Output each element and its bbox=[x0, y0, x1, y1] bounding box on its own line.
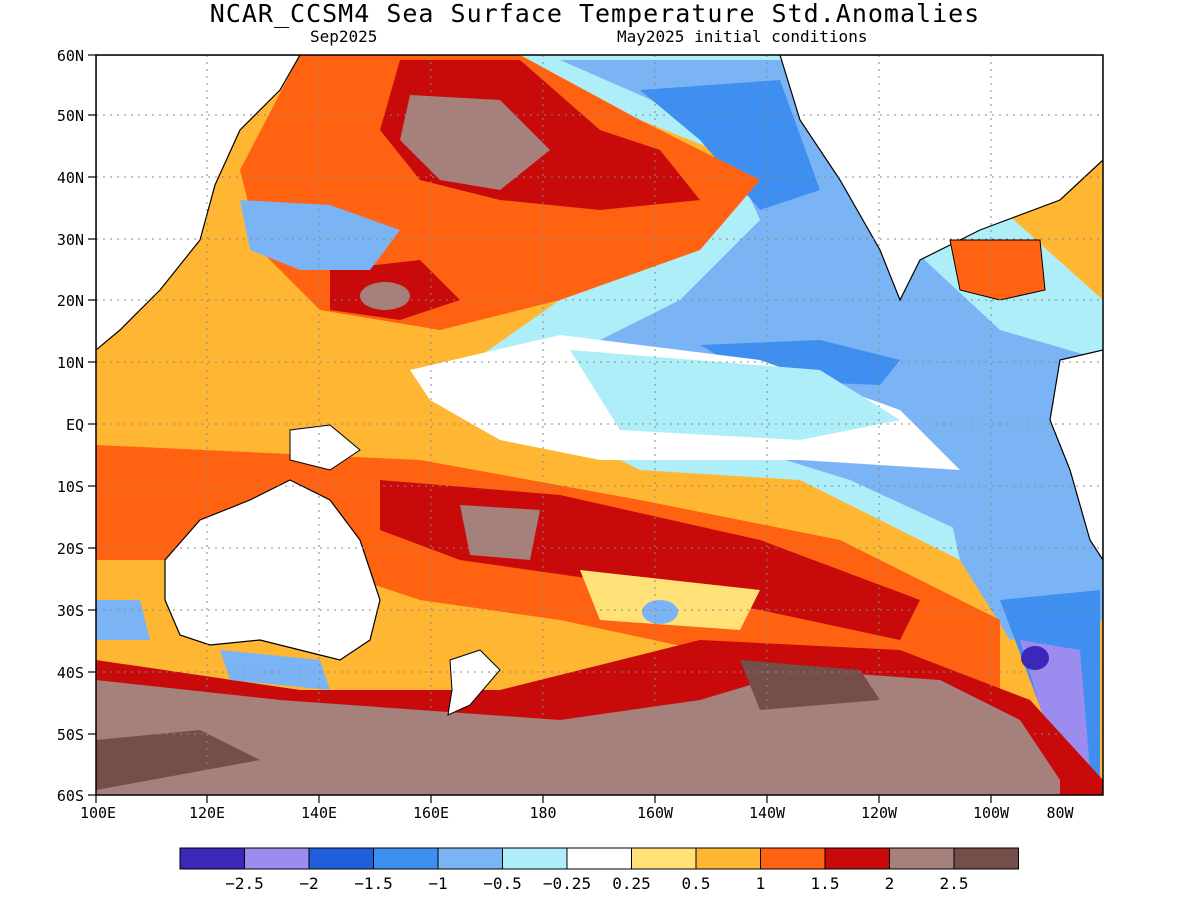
forecast-month: Sep2025 bbox=[310, 27, 378, 46]
lon-label: 80W bbox=[1046, 804, 1074, 822]
cool-patch-indian-ocean bbox=[96, 600, 150, 640]
lat-label: EQ bbox=[66, 416, 84, 434]
cool-tongue-equator bbox=[570, 350, 900, 440]
legend-swatch bbox=[502, 847, 568, 870]
cool-patch-south bbox=[642, 600, 678, 624]
north-america-landmass bbox=[779, 55, 1103, 302]
cool-patch-south-australia bbox=[220, 650, 330, 690]
legend-swatch bbox=[631, 847, 697, 870]
lat-label: 20N bbox=[57, 292, 84, 310]
new-zealand-landmass bbox=[447, 649, 501, 716]
legend-label: 1.5 bbox=[811, 874, 840, 893]
lon-label: 160E bbox=[413, 804, 449, 822]
legend-swatch bbox=[824, 847, 890, 870]
lat-label: 20S bbox=[57, 540, 84, 558]
cold-core-chile bbox=[1021, 646, 1049, 670]
longitude-labels: 100E 120E 140E 160E 180 160W 140W 120W 1… bbox=[80, 804, 1075, 822]
lat-label: 40S bbox=[57, 664, 84, 682]
lat-label: 10S bbox=[57, 478, 84, 496]
lon-label: 140E bbox=[301, 804, 337, 822]
legend-label: −2.5 bbox=[225, 874, 264, 893]
legend-label: −1 bbox=[428, 874, 447, 893]
legend-label: −1.5 bbox=[354, 874, 393, 893]
cool-patch-west bbox=[240, 200, 400, 270]
australia-landmass bbox=[164, 479, 381, 661]
legend-label: −0.25 bbox=[543, 874, 591, 893]
lon-label: 100E bbox=[80, 804, 116, 822]
strongest-warm-patch-sw bbox=[96, 730, 260, 790]
legend-swatch bbox=[953, 847, 1019, 870]
lon-label: 120E bbox=[189, 804, 225, 822]
cold-patch-chile bbox=[1020, 640, 1090, 770]
legend-swatch bbox=[308, 847, 374, 870]
extreme-warm-patch-subtropical bbox=[360, 282, 410, 310]
legend-swatch bbox=[244, 847, 310, 870]
legend-label: 2.5 bbox=[940, 874, 969, 893]
legend-label: 2 bbox=[885, 874, 895, 893]
map-frame bbox=[95, 54, 1104, 796]
legend-label: 0.25 bbox=[612, 874, 651, 893]
legend-swatch bbox=[437, 847, 503, 870]
lon-label: 140W bbox=[749, 804, 786, 822]
extreme-warm-patch-north bbox=[400, 95, 550, 190]
lat-label: 10N bbox=[57, 354, 84, 372]
graticule bbox=[96, 55, 1103, 795]
lon-label: 180 bbox=[529, 804, 556, 822]
lat-label: 40N bbox=[57, 169, 84, 187]
gulf-of-mexico bbox=[949, 239, 1046, 301]
lat-label: 60N bbox=[57, 47, 84, 65]
new-guinea-landmass bbox=[289, 424, 361, 471]
legend-swatch bbox=[179, 847, 245, 870]
legend-swatch bbox=[373, 847, 439, 870]
mild-warm-patch-south bbox=[580, 570, 760, 630]
lat-label: 50S bbox=[57, 726, 84, 744]
lon-label: 160W bbox=[637, 804, 674, 822]
map-title: NCAR_CCSM4 Sea Surface Temperature Std.A… bbox=[209, 0, 981, 28]
lat-label: 30N bbox=[57, 231, 84, 249]
legend-swatches bbox=[179, 847, 1019, 870]
lat-label: 50N bbox=[57, 107, 84, 125]
initial-conditions: May2025 initial conditions bbox=[617, 27, 868, 46]
legend-label: −2 bbox=[299, 874, 318, 893]
legend-swatch bbox=[566, 847, 632, 870]
lat-label: 60S bbox=[57, 787, 84, 805]
legend-swatch bbox=[889, 847, 955, 870]
legend-swatch bbox=[760, 847, 826, 870]
asia-landmass bbox=[96, 55, 301, 351]
color-scale-legend: −2.5 −2 −1.5 −1 −0.5 −0.25 0.25 0.5 1 1.5 2 2.5 bbox=[179, 847, 1019, 893]
extreme-warm-patch-south bbox=[460, 505, 540, 560]
axis-ticks bbox=[88, 54, 992, 803]
latitude-labels: 60N 50N 40N 30N 20N 10N EQ 10S 20S 30S 4… bbox=[57, 47, 84, 805]
legend-label: 0.5 bbox=[682, 874, 711, 893]
legend-swatch bbox=[695, 847, 761, 870]
legend-label: 1 bbox=[756, 874, 766, 893]
lon-label: 120W bbox=[861, 804, 898, 822]
lon-label: 100W bbox=[973, 804, 1010, 822]
south-america-landmass bbox=[1049, 349, 1103, 562]
lat-label: 30S bbox=[57, 602, 84, 620]
legend-label: −0.5 bbox=[483, 874, 522, 893]
legend-labels: −2.5 −2 −1.5 −1 −0.5 −0.25 0.25 0.5 1 1.5 2 2.5 bbox=[225, 874, 968, 893]
anomaly-field bbox=[96, 55, 1103, 795]
